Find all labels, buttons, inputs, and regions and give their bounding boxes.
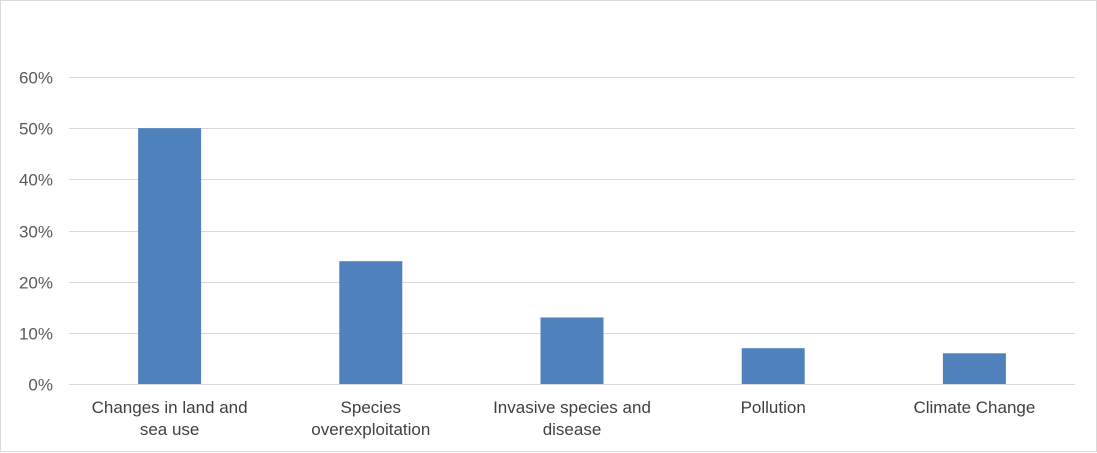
x-category-label: Invasive species and [493, 398, 651, 417]
x-axis-categories: Changes in land and sea use Species overexp… [92, 398, 1036, 439]
x-category-label: Changes in land and [92, 398, 248, 417]
bars [138, 128, 1006, 384]
bar [540, 317, 604, 384]
bar [942, 353, 1006, 384]
y-tick-label: 40% [19, 171, 53, 190]
x-category-label: sea use [140, 420, 200, 439]
y-tick-label: 10% [19, 325, 53, 344]
bar [138, 128, 202, 384]
x-category-label: disease [543, 420, 602, 439]
y-tick-label: 0% [28, 376, 53, 395]
y-tick-label: 30% [19, 223, 53, 242]
bar [339, 261, 403, 384]
y-tick-label: 50% [19, 120, 53, 139]
y-axis-ticks: 0% 10% 20% 30% 40% 50% 60% [19, 69, 53, 395]
gridlines [69, 77, 1075, 385]
x-category-label: Pollution [741, 398, 806, 417]
y-tick-label: 60% [19, 69, 53, 88]
y-tick-label: 20% [19, 274, 53, 293]
bar [741, 348, 805, 384]
x-category-label: overexploitation [311, 420, 430, 439]
x-category-label: Species [341, 398, 401, 417]
x-category-label: Climate Change [913, 398, 1035, 417]
